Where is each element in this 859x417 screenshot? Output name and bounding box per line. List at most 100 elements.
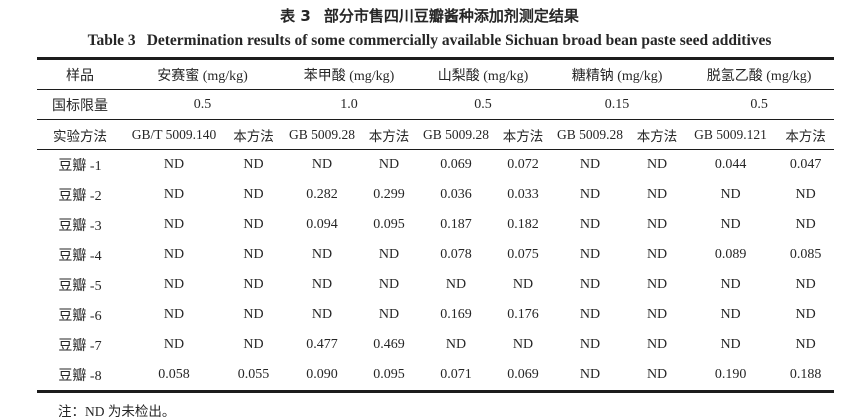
- method-row-label: 实验方法: [53, 128, 107, 144]
- value-cell: ND: [795, 187, 816, 202]
- group-header-dehydroacetic-acid: 脱氢乙酸 (mg/kg): [706, 68, 812, 84]
- value-cell: 0.469: [373, 337, 405, 352]
- value-cell: ND: [378, 307, 400, 322]
- value-cell: ND: [646, 307, 668, 322]
- sample-name-cell: 豆瓣 -8: [58, 369, 102, 384]
- value-cell: 0.176: [507, 307, 539, 322]
- value-cell: 0.044: [714, 157, 747, 172]
- table-footnote: 注：ND 为未检出。: [58, 404, 176, 417]
- additives-table: 样品 安赛蜜 (mg/kg) 苯甲酸 (mg/kg) 山梨酸 (mg/kg) 糖…: [37, 57, 835, 393]
- limit-value: 0.5: [750, 96, 768, 112]
- method-cell: 本方法: [368, 128, 410, 144]
- sample-row: 豆瓣 -5 ND ND ND ND ND ND ND ND ND ND: [37, 270, 834, 300]
- value-cell: ND: [646, 247, 668, 262]
- sample-row: 豆瓣 -3 ND ND 0.094 0.095 0.187 0.182 ND ND ND ND: [37, 210, 834, 240]
- value-cell: ND: [378, 277, 400, 292]
- sample-row: 豆瓣 -8 0.058 0.055 0.090 0.095 0.071 0.069 ND ND 0…: [37, 360, 834, 392]
- national-limit-row: 国标限量 0.5 1.0 0.5 0.15 0.5: [37, 90, 835, 120]
- value-cell: 0.069: [507, 367, 539, 382]
- value-cell: ND: [646, 337, 668, 352]
- value-cell: 0.085: [789, 247, 822, 262]
- value-cell: ND: [579, 247, 601, 262]
- value-cell: ND: [243, 157, 264, 172]
- table-caption-zh: 表 3 部分市售四川豆瓣酱种添加剂测定结果: [0, 7, 859, 26]
- method-cell: GB 5009.121: [694, 126, 767, 142]
- value-cell: ND: [646, 277, 668, 292]
- value-cell: ND: [311, 307, 333, 322]
- value-cell: ND: [795, 217, 816, 232]
- value-cell: ND: [646, 217, 668, 232]
- value-cell: 0.182: [507, 217, 539, 232]
- method-cell: 本方法: [785, 128, 826, 144]
- value-cell: 0.078: [440, 247, 472, 262]
- value-cell: 0.187: [440, 217, 472, 232]
- value-cell: 0.071: [440, 367, 472, 382]
- value-cell: ND: [163, 187, 185, 202]
- sample-row: 豆瓣 -6 ND ND ND ND 0.169 0.176 ND ND ND ND: [37, 300, 834, 330]
- value-cell: 0.190: [714, 367, 747, 382]
- value-cell: ND: [378, 247, 400, 262]
- value-cell: 0.090: [306, 367, 338, 382]
- value-cell: ND: [243, 247, 264, 262]
- value-cell: ND: [646, 157, 668, 172]
- method-cell: GB 5009.28: [423, 126, 490, 142]
- value-cell: ND: [512, 277, 534, 292]
- value-cell: 0.055: [237, 367, 270, 382]
- value-cell: 0.477: [306, 337, 338, 352]
- header-row-additives: 样品 安赛蜜 (mg/kg) 苯甲酸 (mg/kg) 山梨酸 (mg/kg) 糖…: [37, 59, 835, 90]
- value-cell: ND: [243, 187, 264, 202]
- sample-name-cell: 豆瓣 -5: [58, 279, 102, 294]
- limit-value: 1.0: [340, 96, 358, 112]
- value-cell: ND: [579, 337, 601, 352]
- method-cell: GB/T 5009.140: [131, 126, 217, 142]
- table-caption-en: Table 3 Determination results of some com…: [0, 31, 859, 50]
- value-cell: 0.095: [373, 367, 405, 382]
- group-header-acesulfame: 安赛蜜 (mg/kg): [157, 68, 248, 84]
- sample-row: 豆瓣 -2 ND ND 0.282 0.299 0.036 0.033 ND ND ND ND: [37, 180, 834, 210]
- sample-name-cell: 豆瓣 -6: [58, 309, 102, 324]
- value-cell: ND: [579, 367, 601, 382]
- limit-row-label: 国标限量: [52, 98, 108, 114]
- value-cell: ND: [795, 337, 816, 352]
- value-cell: ND: [163, 217, 185, 232]
- value-cell: 0.299: [373, 187, 405, 202]
- value-cell: ND: [378, 157, 400, 172]
- value-cell: ND: [163, 337, 185, 352]
- value-cell: 0.095: [373, 217, 405, 232]
- value-cell: ND: [311, 157, 333, 172]
- value-cell: ND: [795, 307, 816, 322]
- value-cell: ND: [579, 187, 601, 202]
- method-cell: 本方法: [233, 128, 274, 144]
- value-cell: ND: [720, 217, 741, 232]
- method-row: 实验方法 GB/T 5009.140 本方法 GB 5009.28 本方法 GB…: [37, 120, 835, 150]
- limit-value: 0.15: [604, 96, 630, 112]
- value-cell: ND: [720, 337, 741, 352]
- value-cell: ND: [720, 307, 741, 322]
- value-cell: 0.089: [714, 247, 747, 262]
- value-cell: 0.033: [507, 187, 539, 202]
- value-cell: ND: [243, 217, 264, 232]
- value-cell: ND: [445, 277, 467, 292]
- value-cell: ND: [243, 337, 264, 352]
- table-caption-zh-text: 部分市售四川豆瓣酱种添加剂测定结果: [323, 7, 579, 25]
- value-cell: ND: [163, 277, 185, 292]
- value-cell: 0.047: [789, 157, 822, 172]
- value-cell: ND: [163, 307, 185, 322]
- sample-column-header: 样品: [66, 68, 94, 84]
- sample-row: 豆瓣 -1 ND ND ND ND 0.069 0.072 ND ND 0.044 0.047: [37, 150, 834, 181]
- value-cell: ND: [445, 337, 467, 352]
- value-cell: ND: [163, 157, 185, 172]
- value-cell: ND: [243, 277, 264, 292]
- group-header-sorbic-acid: 山梨酸 (mg/kg): [437, 68, 529, 84]
- value-cell: ND: [512, 337, 534, 352]
- sample-name-cell: 豆瓣 -4: [58, 249, 102, 264]
- method-cell: GB 5009.28: [557, 126, 624, 142]
- value-cell: ND: [579, 157, 601, 172]
- method-cell: GB 5009.28: [289, 126, 356, 142]
- value-cell: ND: [795, 277, 816, 292]
- table-caption-en-number: Table 3: [87, 32, 136, 49]
- table-caption-zh-number: 表 3: [280, 7, 311, 25]
- sample-name-cell: 豆瓣 -1: [58, 159, 102, 174]
- value-cell: ND: [646, 367, 668, 382]
- value-cell: 0.094: [306, 217, 338, 232]
